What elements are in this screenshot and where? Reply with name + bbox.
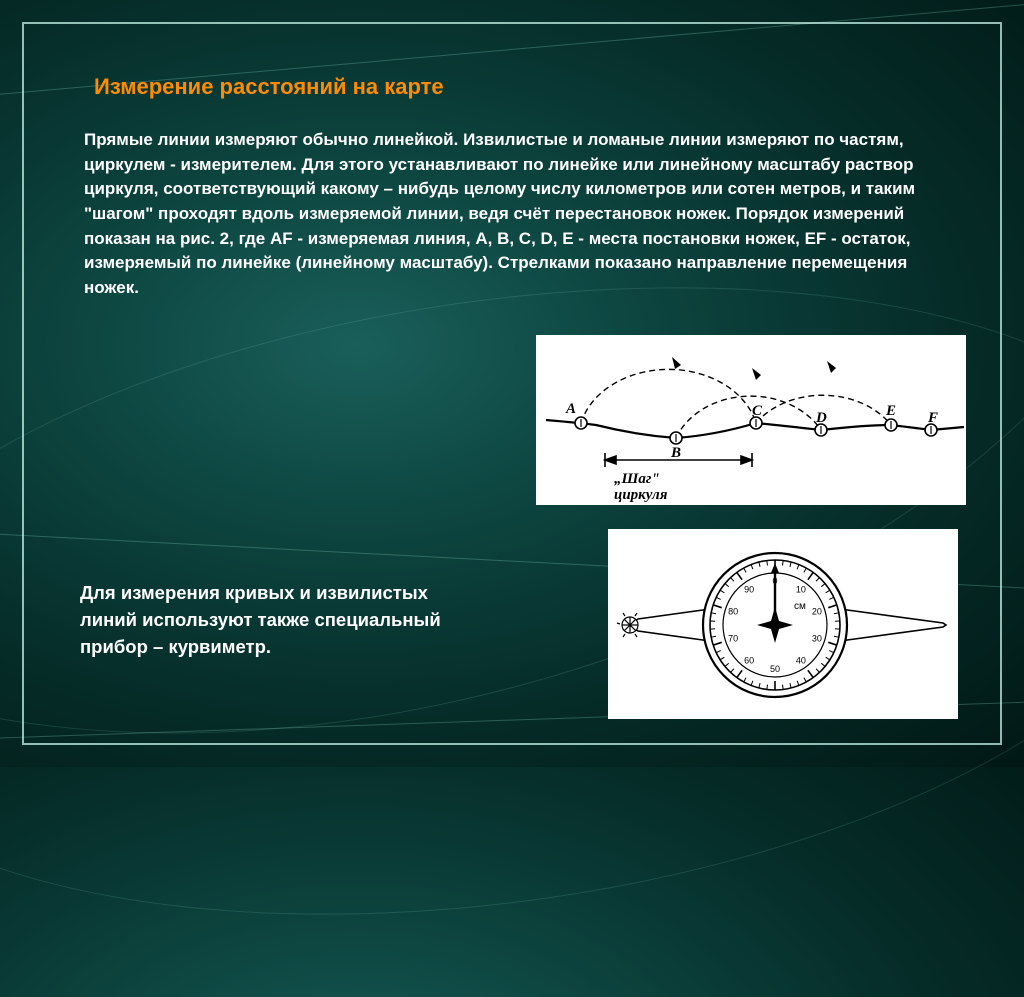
svg-text:90: 90 [744,584,754,594]
svg-text:50: 50 [770,664,780,674]
step-label-1: „Шаг" [614,471,660,487]
curvimeter-diagram: 0102030405060708090 см [608,529,958,719]
lower-paragraph: Для измерения кривых и извилистых линий … [80,580,490,660]
step-label-2: циркуля [614,487,668,503]
slide-title: Измерение расстояний на карте [94,74,940,100]
svg-text:40: 40 [796,656,806,666]
svg-text:30: 30 [812,634,822,644]
svg-text:20: 20 [812,606,822,616]
point-label-e: E [885,403,896,419]
compass-step-diagram: A B C D E F „Шаг" циркуля [536,335,966,505]
main-paragraph: Прямые линии измеряют обычно линейкой. И… [84,128,940,300]
point-label-b: B [670,445,681,461]
point-label-f: F [927,410,938,426]
svg-text:70: 70 [728,634,738,644]
svg-text:10: 10 [796,584,806,594]
svg-text:60: 60 [744,656,754,666]
point-label-a: A [565,401,576,417]
svg-text:80: 80 [728,606,738,616]
point-label-d: D [815,410,827,426]
unit-label: см [794,601,806,612]
point-label-c: C [752,403,763,419]
